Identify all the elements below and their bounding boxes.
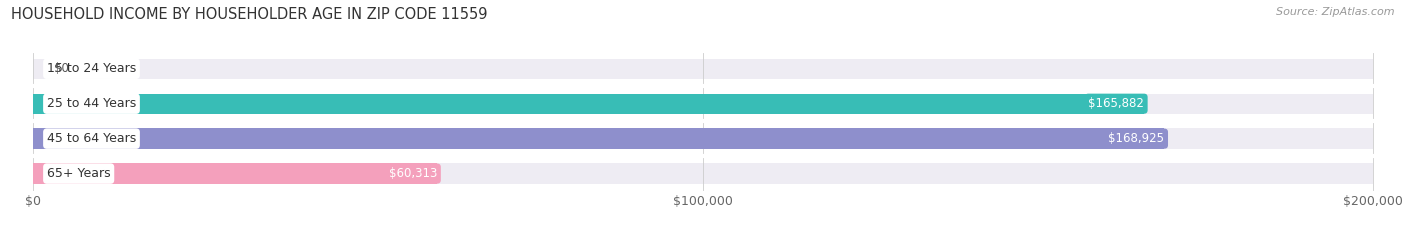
Bar [34,164,437,184]
Bar [34,164,1372,184]
Bar [34,93,1144,114]
Text: Source: ZipAtlas.com: Source: ZipAtlas.com [1277,7,1395,17]
Text: HOUSEHOLD INCOME BY HOUSEHOLDER AGE IN ZIP CODE 11559: HOUSEHOLD INCOME BY HOUSEHOLDER AGE IN Z… [11,7,488,22]
Text: 65+ Years: 65+ Years [46,167,111,180]
Text: $60,313: $60,313 [389,167,437,180]
Text: $168,925: $168,925 [1108,132,1164,145]
Bar [34,129,1372,149]
Text: 45 to 64 Years: 45 to 64 Years [46,132,136,145]
Bar [34,59,1372,79]
Bar [34,93,1372,114]
Bar [34,129,1164,149]
Text: $165,882: $165,882 [1088,97,1144,110]
Text: 15 to 24 Years: 15 to 24 Years [46,62,136,75]
Text: 25 to 44 Years: 25 to 44 Years [46,97,136,110]
Text: $0: $0 [53,62,69,75]
